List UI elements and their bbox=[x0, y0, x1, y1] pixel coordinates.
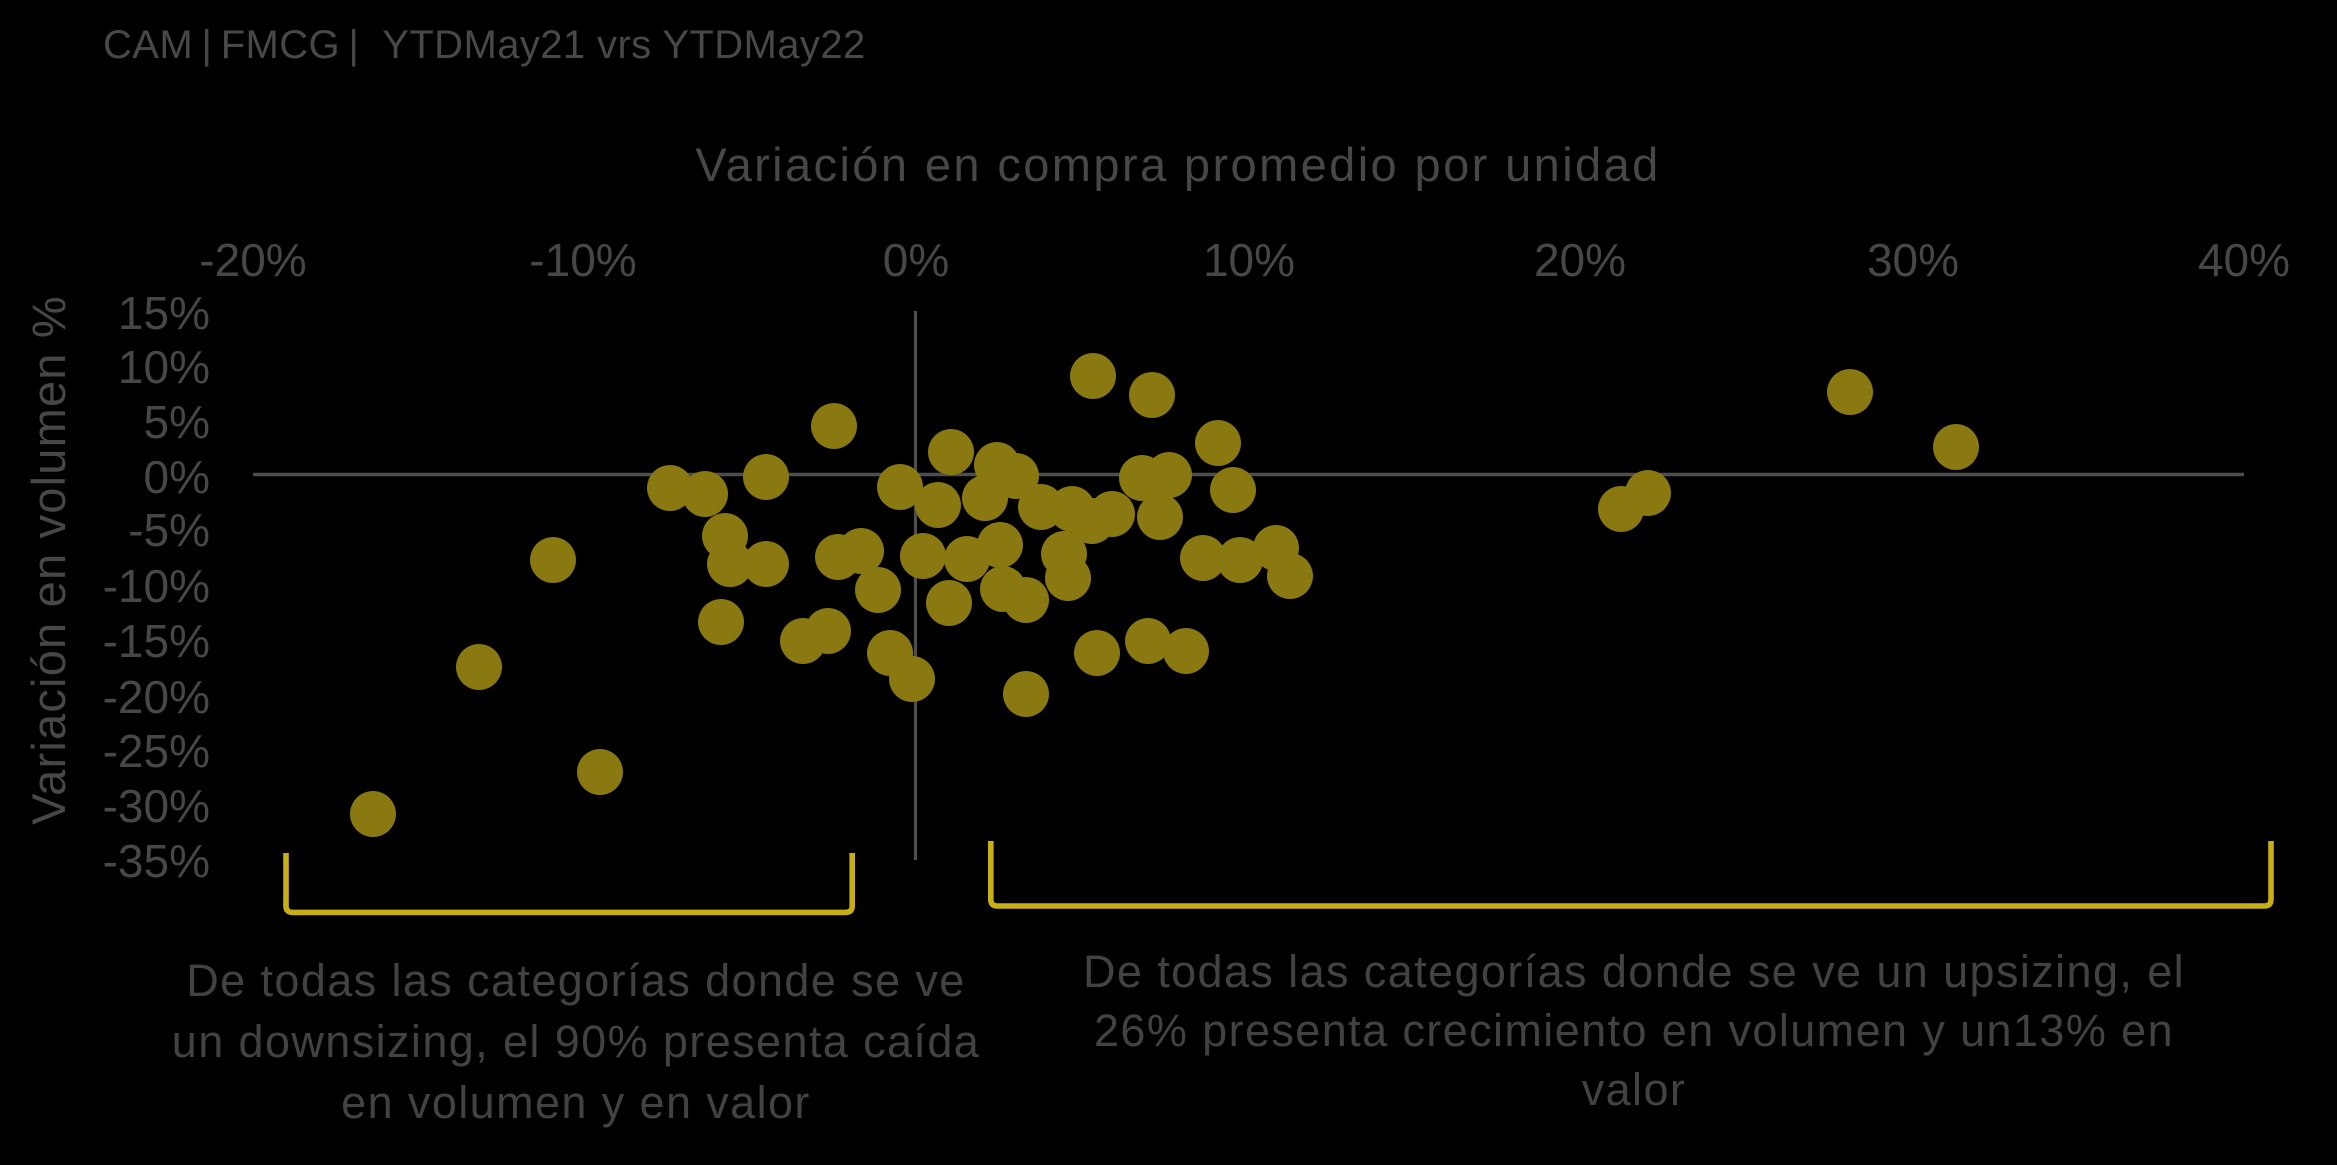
svg-text:40%: 40% bbox=[2198, 234, 2290, 286]
svg-text:0%: 0% bbox=[144, 451, 210, 503]
svg-text:30%: 30% bbox=[1867, 234, 1959, 286]
svg-text:-5%: -5% bbox=[128, 504, 210, 556]
svg-text:Variación en compra promedio p: Variación en compra promedio por unidad bbox=[695, 138, 1660, 191]
svg-text:10%: 10% bbox=[1203, 234, 1295, 286]
svg-text:De todas las categorías donde: De todas las categorías donde se ve bbox=[186, 955, 965, 1006]
svg-text:-35%: -35% bbox=[103, 835, 210, 887]
svg-text:5%: 5% bbox=[144, 396, 210, 448]
svg-text:CAM | FMCG | YTDMay21 vrs YTD: CAM | FMCG | YTDMay21 vrs YTDMay22 bbox=[103, 23, 866, 67]
svg-text:10%: 10% bbox=[118, 341, 210, 393]
svg-text:-15%: -15% bbox=[103, 615, 210, 667]
svg-text:Variación en volumen %: Variación en volumen % bbox=[22, 295, 75, 825]
svg-text:-20%: -20% bbox=[103, 671, 210, 723]
svg-text:De todas las categorías donde: De todas las categorías donde se ve un u… bbox=[1083, 946, 2185, 997]
svg-text:-20%: -20% bbox=[199, 234, 306, 286]
svg-text:un downsizing, el 90% presenta: un downsizing, el 90% presenta caída bbox=[172, 1016, 980, 1067]
svg-text:en volumen y en valor: en volumen y en valor bbox=[341, 1077, 811, 1128]
svg-text:0%: 0% bbox=[883, 234, 949, 286]
svg-text:-10%: -10% bbox=[529, 234, 636, 286]
svg-text:valor: valor bbox=[1582, 1064, 1687, 1115]
svg-text:26% presenta crecimiento en vo: 26% presenta crecimiento en volumen y un… bbox=[1094, 1005, 2174, 1056]
svg-text:20%: 20% bbox=[1534, 234, 1626, 286]
svg-text:-25%: -25% bbox=[103, 725, 210, 777]
svg-text:15%: 15% bbox=[118, 287, 210, 339]
svg-text:-10%: -10% bbox=[103, 560, 210, 612]
svg-text:-30%: -30% bbox=[103, 780, 210, 832]
